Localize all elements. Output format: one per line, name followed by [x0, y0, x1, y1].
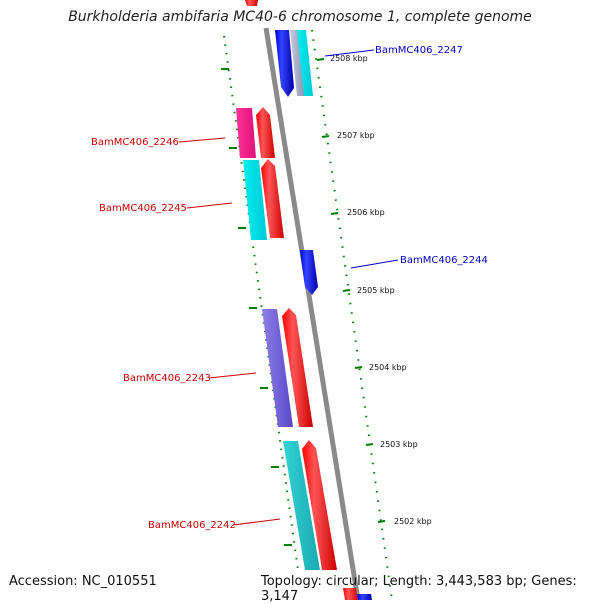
gene-2242-teal-block	[283, 441, 320, 570]
gene-2247-gray-block	[290, 30, 305, 96]
gene-label-2242[interactable]: BamMC406_2242	[148, 520, 236, 531]
gene-2247-blue-arrow	[275, 30, 294, 97]
scale-label: 2502 kbp	[394, 517, 432, 526]
leader-line-2243	[208, 372, 257, 379]
accession-label: Accession: NC_010551	[9, 574, 157, 589]
inner-ruler	[221, 35, 299, 571]
gene-label-2244[interactable]: BamMC406_2244	[400, 255, 488, 266]
map-title: Burkholderia ambifaria MC40-6 chromosome…	[68, 9, 532, 25]
gene-2245-cyan-block	[243, 160, 267, 240]
gene-bottom-partial-red	[343, 588, 358, 600]
gene-label-2247[interactable]: BamMC406_2247	[375, 45, 463, 56]
leader-line-2244	[350, 259, 399, 269]
gene-2242-red-arrow	[302, 440, 337, 570]
scale-label: 2506 kbp	[347, 208, 385, 217]
scale-label: 2504 kbp	[369, 363, 407, 372]
gene-2245-red-arrow	[261, 159, 284, 238]
leader-line-2247	[324, 49, 375, 57]
gene-2243-red-arrow	[282, 308, 313, 427]
leader-line-2245	[186, 202, 233, 209]
scale-label: 2503 kbp	[380, 440, 418, 449]
gene-label-2243[interactable]: BamMC406_2243	[123, 373, 211, 384]
gene-bottom-partial-blue	[357, 594, 372, 600]
leader-line-2242	[232, 518, 281, 526]
backbone-line	[263, 27, 361, 600]
scale-label: 2505 kbp	[357, 286, 395, 295]
leader-line-2246	[178, 137, 226, 143]
scale-label: 2508 kbp	[330, 54, 368, 63]
scale-label: 2507 kbp	[337, 131, 375, 140]
gene-2247-cyan-block	[297, 30, 313, 96]
gene-label-2246[interactable]: BamMC406_2246	[91, 137, 179, 148]
gene-2246-red-arrow	[256, 107, 275, 158]
gene-2243-violet-block	[262, 309, 293, 427]
gene-2246-magenta-block	[236, 108, 256, 158]
gene-2244-blue-arrow	[300, 250, 318, 295]
gene-top-partial	[245, 0, 258, 6]
gene-label-2245[interactable]: BamMC406_2245	[99, 203, 187, 214]
outer-ruler	[311, 29, 393, 600]
